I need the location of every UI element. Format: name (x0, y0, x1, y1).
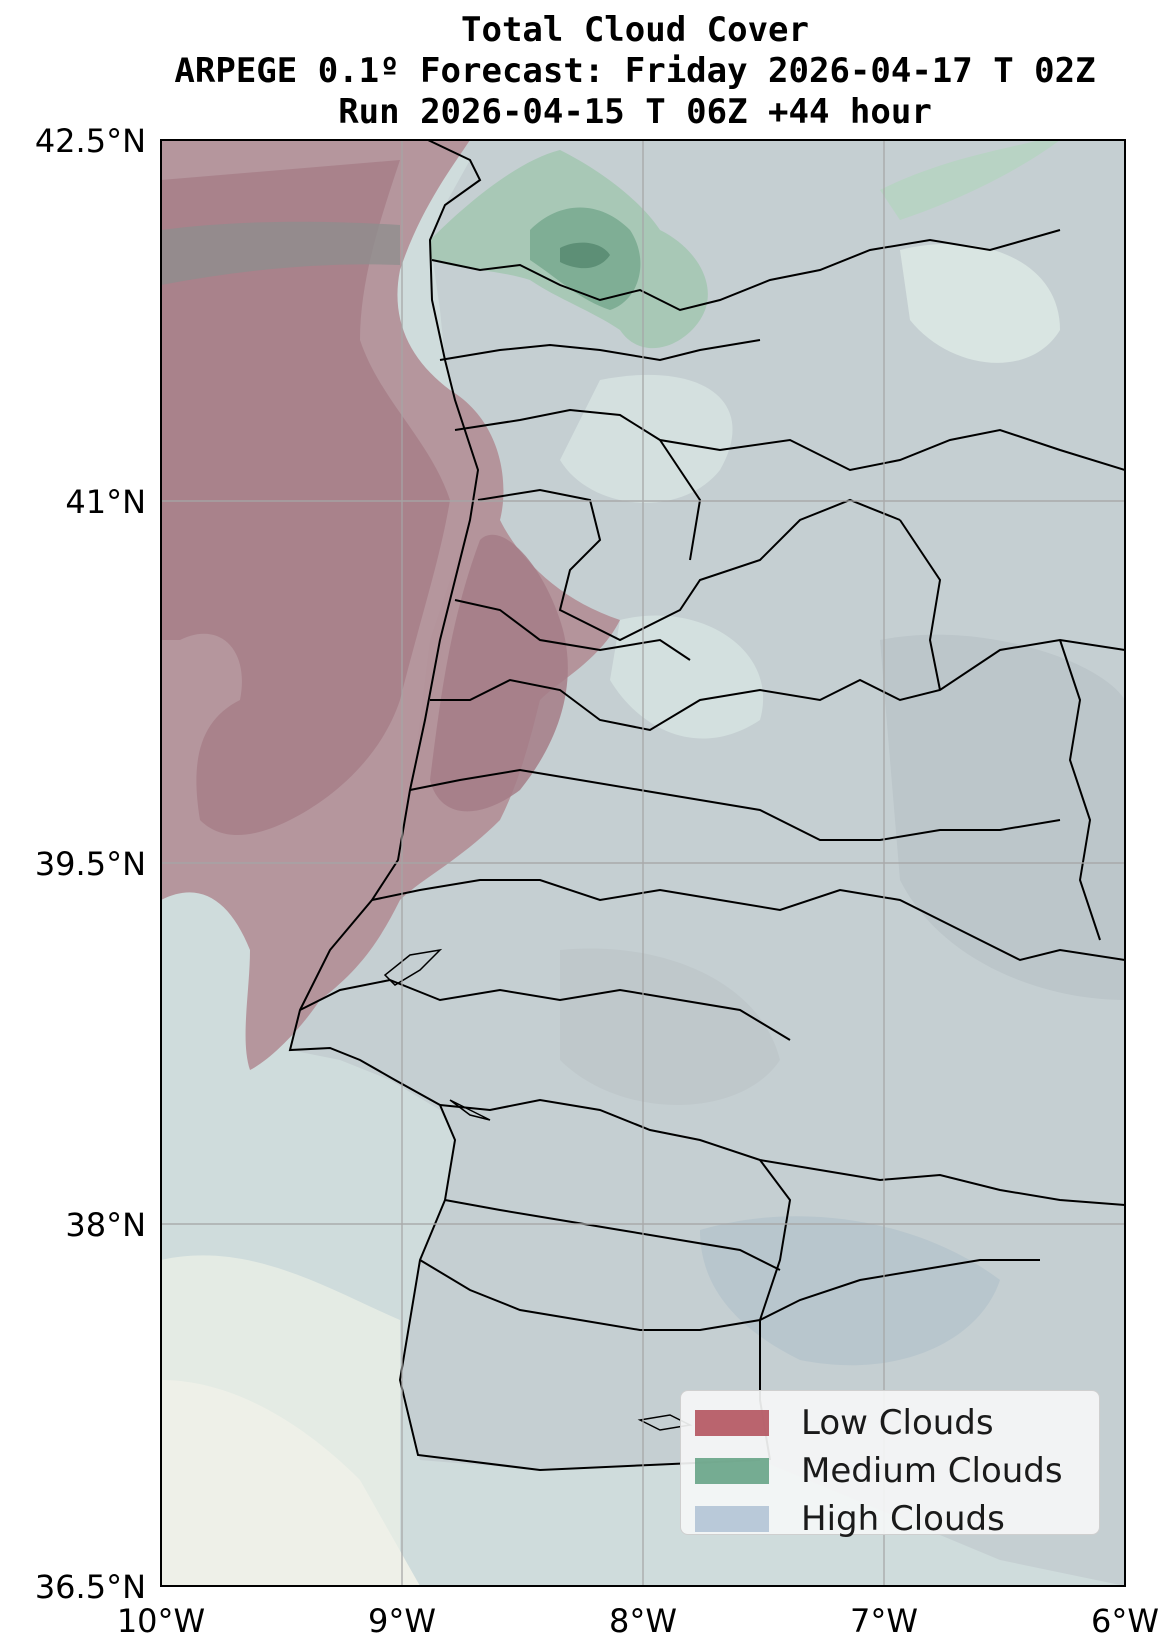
y-tick-label: 38°N (65, 1206, 146, 1244)
land-light-patch (900, 243, 1060, 363)
legend-swatch-high-clouds (695, 1506, 769, 1532)
legend-label: High Clouds (801, 1499, 1005, 1539)
map-border (160, 139, 1126, 1587)
legend-item-high-clouds: High Clouds (695, 1497, 1085, 1541)
medium-clouds-core (560, 242, 610, 269)
title-line-1: Total Cloud Cover (461, 10, 809, 50)
land-dark-patch (560, 948, 780, 1105)
medium-clouds-region (880, 140, 1060, 220)
legend-item-low-clouds: Low Clouds (695, 1401, 1085, 1445)
y-tick-label: 41°N (65, 483, 146, 521)
title-line-3: Run 2026-04-15 T 06Z +44 hour (338, 92, 932, 132)
x-tick-label: 9°W (368, 1602, 436, 1640)
y-tick-labels: 42.5°N 41°N 39.5°N 38°N 36.5°N (35, 122, 146, 1606)
high-clouds-region (700, 1216, 1000, 1366)
y-tick-label: 36.5°N (35, 1568, 146, 1606)
y-tick-label: 39.5°N (35, 845, 146, 883)
legend-label: Medium Clouds (801, 1451, 1063, 1491)
x-tick-label: 6°W (1091, 1602, 1159, 1640)
legend-swatch-medium-clouds (695, 1458, 769, 1484)
low-clouds-core (161, 160, 450, 835)
gridlines (161, 140, 1125, 1586)
land-dark-patch (880, 634, 1125, 1000)
x-tick-label: 10°W (117, 1602, 205, 1640)
legend-swatch-low-clouds (695, 1410, 769, 1436)
cloud-band (161, 221, 400, 285)
legend-item-medium-clouds: Medium Clouds (695, 1449, 1085, 1493)
map-area (161, 140, 1125, 1586)
sea-clear-area-south (161, 1380, 420, 1586)
x-tick-label: 8°W (609, 1602, 677, 1640)
land-light-patch (560, 374, 733, 503)
legend-label: Low Clouds (801, 1403, 994, 1443)
y-tick-label: 42.5°N (35, 122, 146, 160)
x-tick-labels: 10°W 9°W 8°W 7°W 6°W (117, 1602, 1159, 1640)
title-line-2: ARPEGE 0.1º Forecast: Friday 2026-04-17 … (174, 51, 1096, 91)
x-tick-label: 7°W (850, 1602, 918, 1640)
legend: Low Clouds Medium Clouds High Clouds (680, 1390, 1100, 1539)
land-light-patch (610, 615, 764, 739)
low-clouds-core (430, 534, 568, 812)
